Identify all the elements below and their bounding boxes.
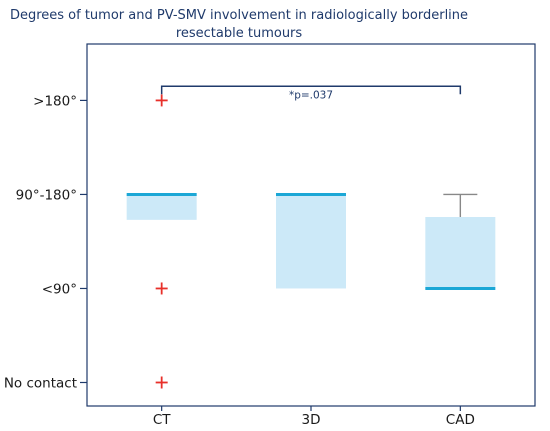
y-axis: No contact <90° 90°-180° >180° [4, 93, 87, 391]
significance-bracket [160, 85, 462, 95]
box-ct [126, 194, 197, 220]
x-tick-label: CT [153, 412, 171, 428]
x-tick-label: 3D [302, 412, 321, 428]
outlier-ct [155, 282, 168, 295]
chart-title-line-2: resectable tumours [176, 26, 303, 41]
boxes [126, 94, 496, 389]
chart-title-line-1: Degrees of tumor and PV-SMV involvement … [10, 8, 468, 23]
box-3d [276, 194, 346, 289]
x-tick-label: CAD [446, 412, 475, 428]
y-tick-label: <90° [42, 281, 77, 297]
outlier-ct [155, 94, 168, 107]
significance-label: *p=.037 [289, 89, 333, 101]
x-axis: CT 3D CAD [153, 406, 475, 428]
significance-annotation: *p=.037 [160, 85, 462, 101]
outlier-ct [155, 376, 168, 389]
box-cad [425, 217, 496, 289]
y-tick-label: >180° [33, 93, 77, 109]
y-tick-label: No contact [4, 375, 77, 391]
y-tick-label: 90°-180° [16, 187, 77, 203]
